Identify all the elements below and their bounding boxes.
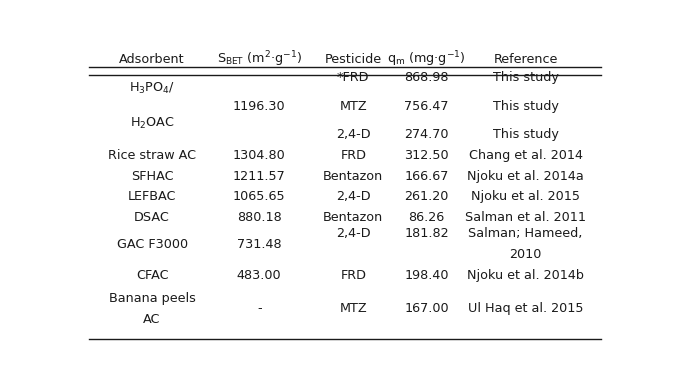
Text: 731.48: 731.48 [237, 238, 282, 250]
Text: 1304.80: 1304.80 [233, 149, 286, 162]
Text: 1211.57: 1211.57 [233, 170, 286, 183]
Text: Chang et al. 2014: Chang et al. 2014 [468, 149, 582, 162]
Text: 198.40: 198.40 [404, 269, 449, 282]
Text: Reference: Reference [493, 53, 558, 66]
Text: Njoku et al. 2014b: Njoku et al. 2014b [467, 269, 584, 282]
Text: Pesticide: Pesticide [325, 53, 382, 66]
Text: FRD: FRD [340, 149, 366, 162]
Text: AC: AC [144, 313, 161, 325]
Text: 181.82: 181.82 [404, 227, 449, 240]
Text: CFAC: CFAC [136, 269, 168, 282]
Text: q$_{\rm m}$ (mg·g$^{-1}$): q$_{\rm m}$ (mg·g$^{-1}$) [387, 50, 466, 69]
Text: 880.18: 880.18 [237, 211, 282, 224]
Text: 1196.30: 1196.30 [233, 99, 286, 113]
Text: 2,4-D: 2,4-D [336, 190, 371, 204]
Text: 2,4-D: 2,4-D [336, 227, 371, 240]
Text: 868.98: 868.98 [404, 71, 449, 84]
Text: GAC F3000: GAC F3000 [117, 238, 188, 250]
Text: This study: This study [493, 128, 559, 141]
Text: Salman et al. 2011: Salman et al. 2011 [465, 211, 586, 224]
Text: MTZ: MTZ [340, 99, 367, 113]
Text: Njoku et al. 2015: Njoku et al. 2015 [471, 190, 580, 204]
Text: DSAC: DSAC [134, 211, 170, 224]
Text: S$_{\rm BET}$ (m$^2$·g$^{-1}$): S$_{\rm BET}$ (m$^2$·g$^{-1}$) [217, 50, 302, 69]
Text: H$_3$PO$_4$/: H$_3$PO$_4$/ [129, 80, 175, 96]
Text: 756.47: 756.47 [404, 99, 449, 113]
Text: -: - [257, 302, 262, 315]
Text: 167.00: 167.00 [404, 302, 449, 315]
Text: MTZ: MTZ [340, 302, 367, 315]
Text: FRD: FRD [340, 269, 366, 282]
Text: Adsorbent: Adsorbent [119, 53, 185, 66]
Text: Njoku et al. 2014a: Njoku et al. 2014a [467, 170, 584, 183]
Text: Salman; Hameed,: Salman; Hameed, [468, 227, 583, 240]
Text: SFHAC: SFHAC [131, 170, 173, 183]
Text: This study: This study [493, 99, 559, 113]
Text: 312.50: 312.50 [404, 149, 449, 162]
Text: 2,4-D: 2,4-D [336, 128, 371, 141]
Text: Bentazon: Bentazon [323, 211, 384, 224]
Text: Ul Haq et al. 2015: Ul Haq et al. 2015 [468, 302, 584, 315]
Text: 2010: 2010 [510, 248, 542, 261]
Text: 166.67: 166.67 [404, 170, 449, 183]
Text: 274.70: 274.70 [404, 128, 449, 141]
Text: LEFBAC: LEFBAC [128, 190, 177, 204]
Text: Banana peels: Banana peels [109, 292, 195, 305]
Text: 1065.65: 1065.65 [233, 190, 286, 204]
Text: Rice straw AC: Rice straw AC [108, 149, 196, 162]
Text: 86.26: 86.26 [408, 211, 445, 224]
Text: H$_2$OAC: H$_2$OAC [130, 116, 175, 132]
Text: 483.00: 483.00 [237, 269, 282, 282]
Text: *FRD: *FRD [337, 71, 369, 84]
Text: Bentazon: Bentazon [323, 170, 384, 183]
Text: 261.20: 261.20 [404, 190, 449, 204]
Text: This study: This study [493, 71, 559, 84]
